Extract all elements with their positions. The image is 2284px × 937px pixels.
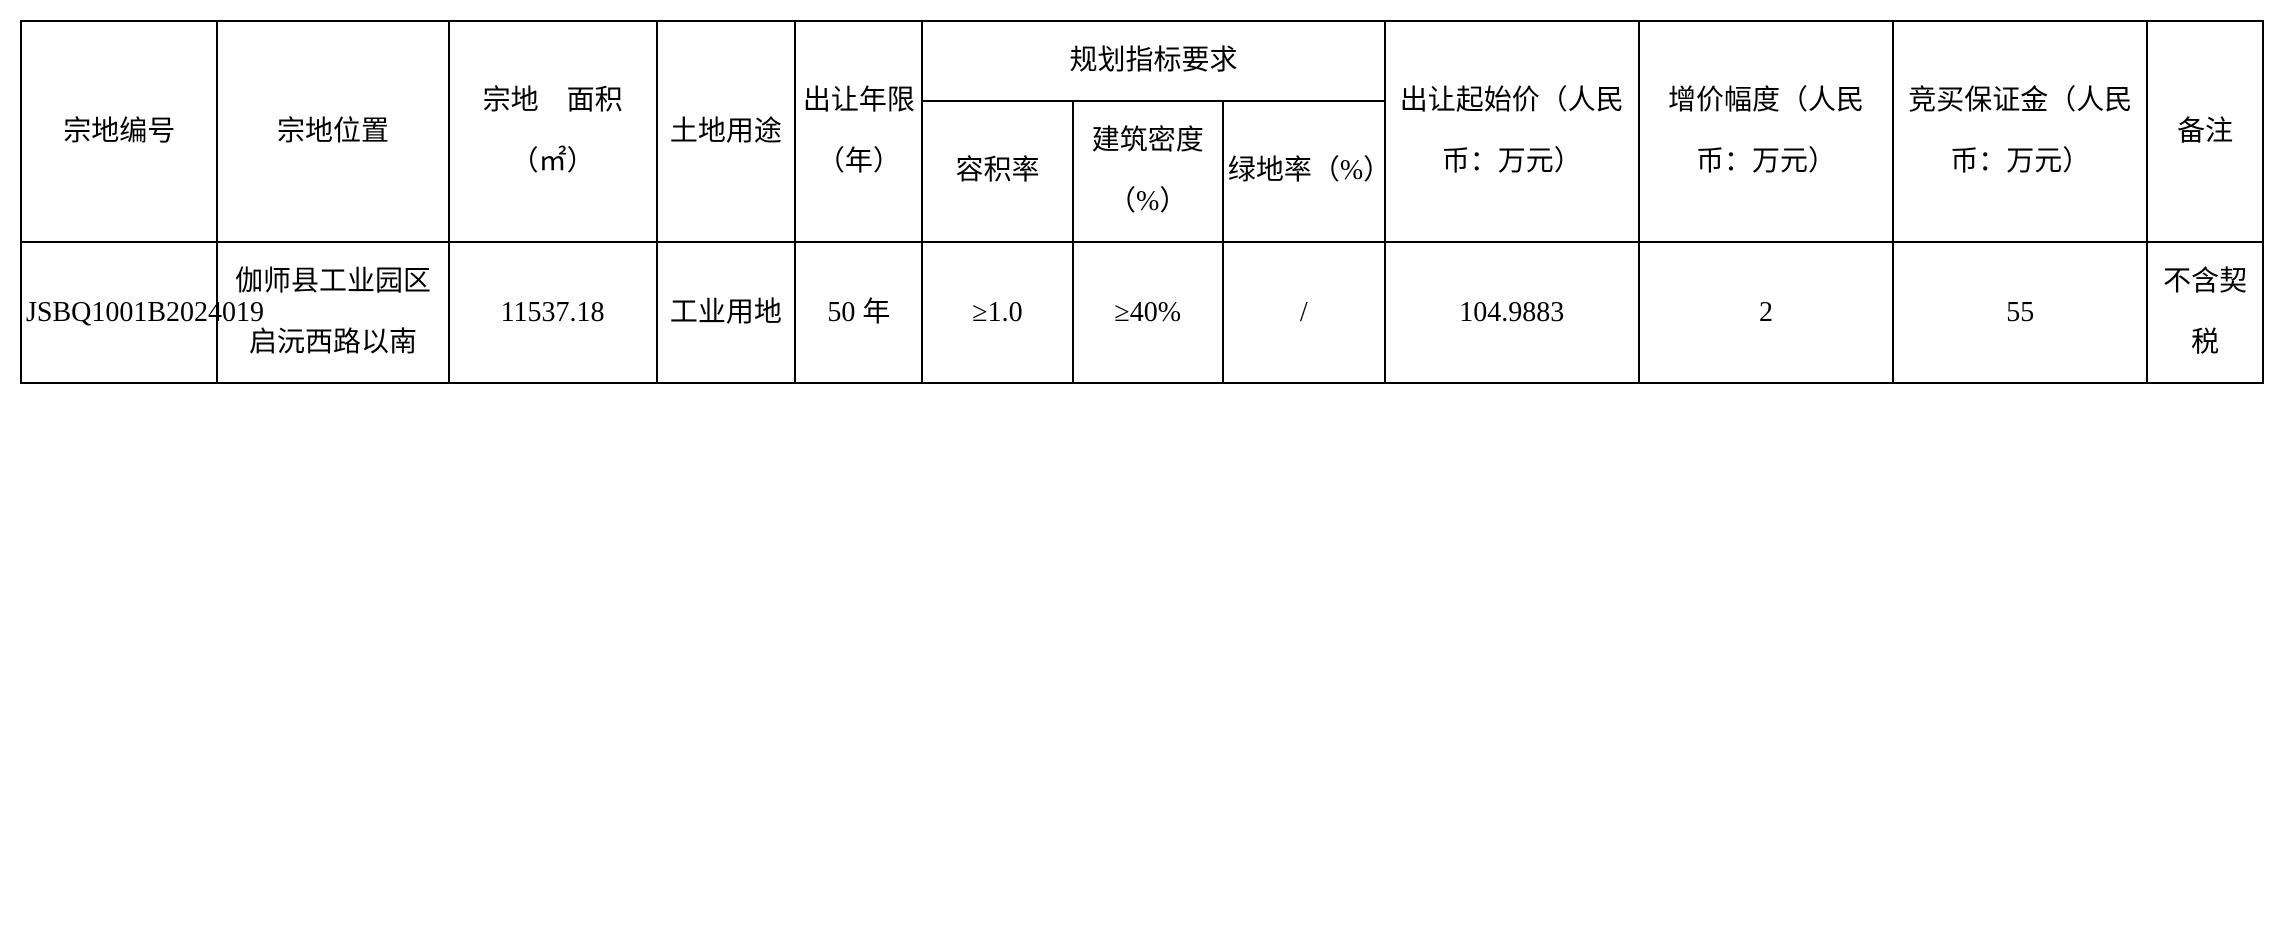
header-increment: 增价幅度（人民币：万元）	[1639, 21, 1893, 242]
cell-start-price: 104.9883	[1385, 242, 1639, 383]
cell-years: 50 年	[795, 242, 922, 383]
header-start-price: 出让起始价（人民币：万元）	[1385, 21, 1639, 242]
header-land-use: 土地用途	[657, 21, 796, 242]
header-planning: 规划指标要求	[922, 21, 1384, 101]
header-row-1: 宗地编号 宗地位置 宗地 面积（㎡） 土地用途 出让年限（年） 规划指标要求 出…	[21, 21, 2263, 101]
table-body: JSBQ1001B2024019 伽师县工业园区启沅西路以南 11537.18 …	[21, 242, 2263, 383]
table-header: 宗地编号 宗地位置 宗地 面积（㎡） 土地用途 出让年限（年） 规划指标要求 出…	[21, 21, 2263, 242]
header-area: 宗地 面积（㎡）	[449, 21, 657, 242]
header-note: 备注	[2147, 21, 2263, 242]
header-parcel-id: 宗地编号	[21, 21, 217, 242]
cell-area: 11537.18	[449, 242, 657, 383]
cell-increment: 2	[1639, 242, 1893, 383]
header-years: 出让年限（年）	[795, 21, 922, 242]
land-parcel-table: 宗地编号 宗地位置 宗地 面积（㎡） 土地用途 出让年限（年） 规划指标要求 出…	[20, 20, 2264, 384]
header-deposit: 竞买保证金（人民币：万元）	[1893, 21, 2147, 242]
cell-parcel-id: JSBQ1001B2024019	[21, 242, 217, 383]
cell-note: 不含契税	[2147, 242, 2263, 383]
table-row: JSBQ1001B2024019 伽师县工业园区启沅西路以南 11537.18 …	[21, 242, 2263, 383]
cell-location: 伽师县工业园区启沅西路以南	[217, 242, 448, 383]
header-location: 宗地位置	[217, 21, 448, 242]
cell-green-rate: /	[1223, 242, 1385, 383]
header-plot-ratio: 容积率	[922, 101, 1072, 242]
cell-building-density: ≥40%	[1073, 242, 1223, 383]
cell-deposit: 55	[1893, 242, 2147, 383]
header-building-density: 建筑密度（%）	[1073, 101, 1223, 242]
cell-land-use: 工业用地	[657, 242, 796, 383]
cell-plot-ratio: ≥1.0	[922, 242, 1072, 383]
header-green-rate: 绿地率（%）	[1223, 101, 1385, 242]
